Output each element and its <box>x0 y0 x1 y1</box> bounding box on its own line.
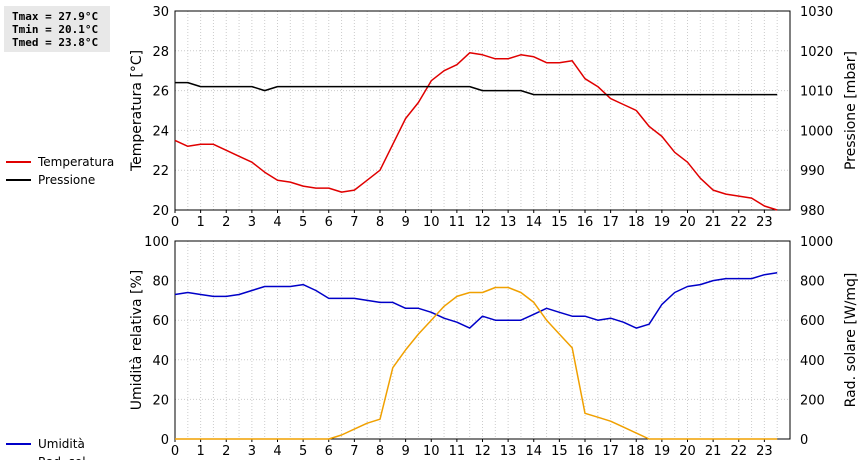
x-tick-label: 2 <box>222 444 230 459</box>
chart-panel-2: 0 1 2 3 4 5 6 7 8 9 10 11 12 13 14 15 16 17 18 19 20 21 22 2302… <box>6 235 859 460</box>
x-tick-label: 14 <box>525 444 542 459</box>
x-tick-label: 23 <box>756 215 773 230</box>
y-tick-label: 22 <box>152 164 169 179</box>
x-tick-label: 10 <box>423 215 440 230</box>
x-tick-label: 4 <box>273 444 281 459</box>
y2-tick-label: 1000 <box>800 235 833 250</box>
y-tick-label: 26 <box>152 85 169 100</box>
y-tick-label: 100 <box>144 235 169 250</box>
x-tick-label: 8 <box>376 215 384 230</box>
x-tick-label: 8 <box>376 444 384 459</box>
y2-axis-title: Pressione [mbar] <box>843 51 859 170</box>
y2-tick-label: 1020 <box>800 45 833 60</box>
stats-tmin: Tmin = 20.1°C <box>12 23 99 36</box>
x-tick-label: 5 <box>299 444 307 459</box>
y-tick-label: 0 <box>161 433 169 448</box>
y2-tick-label: 980 <box>800 204 825 219</box>
x-tick-label: 18 <box>628 444 645 459</box>
y2-tick-label: 1010 <box>800 85 833 100</box>
y2-tick-label: 200 <box>800 393 825 408</box>
x-tick-label: 20 <box>679 444 696 459</box>
y2-tick-label: 400 <box>800 354 825 369</box>
y2-tick-label: 990 <box>800 164 825 179</box>
y-tick-label: 40 <box>152 354 169 369</box>
series-line-umidit- <box>174 271 778 329</box>
x-tick-label: 16 <box>577 215 594 230</box>
y-axis-title: Temperatura [°C] <box>129 50 145 172</box>
legend-label: Pressione <box>38 173 95 187</box>
chart-panel-1: 0 1 2 3 4 5 6 7 8 9 10 11 12 13 14 15 16 17 18 19 20 21 22 2320… <box>6 5 859 230</box>
series-line-temperatura <box>174 52 778 211</box>
x-tick-label: 15 <box>551 444 568 459</box>
x-tick-label: 23 <box>756 444 773 459</box>
y-tick-label: 20 <box>152 204 169 219</box>
x-tick-label: 0 <box>171 215 179 230</box>
x-tick-label: 21 <box>705 215 722 230</box>
x-tick-label: 0 <box>171 444 179 459</box>
y2-tick-label: 600 <box>800 314 825 329</box>
x-tick-label: 19 <box>654 444 671 459</box>
x-tick-label: 4 <box>273 215 281 230</box>
x-tick-label: 11 <box>449 215 466 230</box>
series-line-rad-sol- <box>175 286 778 440</box>
y2-tick-label: 0 <box>800 433 808 448</box>
y-axis-title: Umidità relativa [%] <box>129 270 145 411</box>
legend-label: Umidità <box>38 437 85 451</box>
x-tick-label: 17 <box>602 215 619 230</box>
legend-label: Temperatura <box>37 155 114 169</box>
x-tick-label: 10 <box>423 444 440 459</box>
x-tick-label: 21 <box>705 444 722 459</box>
x-tick-label: 6 <box>325 444 333 459</box>
x-tick-label: 3 <box>248 215 256 230</box>
y-tick-label: 60 <box>152 314 169 329</box>
x-tick-label: 7 <box>350 215 358 230</box>
x-tick-label: 9 <box>401 444 409 459</box>
x-tick-label: 22 <box>730 444 747 459</box>
x-tick-label: 2 <box>222 215 230 230</box>
y-tick-label: 20 <box>152 393 169 408</box>
stats-tmed: Tmed = 23.8°C <box>12 36 99 49</box>
x-tick-label: 6 <box>325 215 333 230</box>
x-tick-label: 18 <box>628 215 645 230</box>
x-tick-label: 17 <box>602 444 619 459</box>
x-tick-label: 11 <box>449 444 466 459</box>
y-tick-label: 80 <box>152 275 169 290</box>
x-tick-label: 16 <box>577 444 594 459</box>
x-tick-label: 12 <box>474 215 491 230</box>
x-tick-label: 13 <box>500 444 517 459</box>
x-tick-label: 7 <box>350 444 358 459</box>
stats-tmax: Tmax = 27.9°C <box>12 10 99 23</box>
x-tick-label: 15 <box>551 215 568 230</box>
x-tick-label: 9 <box>401 215 409 230</box>
x-tick-label: 3 <box>248 444 256 459</box>
x-tick-label: 13 <box>500 215 517 230</box>
legend-label: Rad. sol. <box>38 455 89 460</box>
stats-box: Tmax = 27.9°C Tmin = 20.1°C Tmed = 23.8°… <box>4 6 110 52</box>
x-tick-label: 5 <box>299 215 307 230</box>
series-line-pressione <box>175 81 778 96</box>
x-tick-label: 12 <box>474 444 491 459</box>
y2-tick-label: 800 <box>800 275 825 290</box>
y2-axis-title: Rad. solare [W/mq] <box>843 273 859 408</box>
x-tick-label: 1 <box>196 215 204 230</box>
y-tick-label: 24 <box>152 124 169 139</box>
y-tick-label: 28 <box>152 45 169 60</box>
y2-tick-label: 1030 <box>800 5 833 20</box>
x-tick-label: 14 <box>525 215 542 230</box>
y-tick-label: 30 <box>152 5 169 20</box>
x-tick-label: 1 <box>196 444 204 459</box>
x-tick-label: 20 <box>679 215 696 230</box>
x-tick-label: 19 <box>654 215 671 230</box>
x-tick-label: 22 <box>730 215 747 230</box>
y2-tick-label: 1000 <box>800 124 833 139</box>
